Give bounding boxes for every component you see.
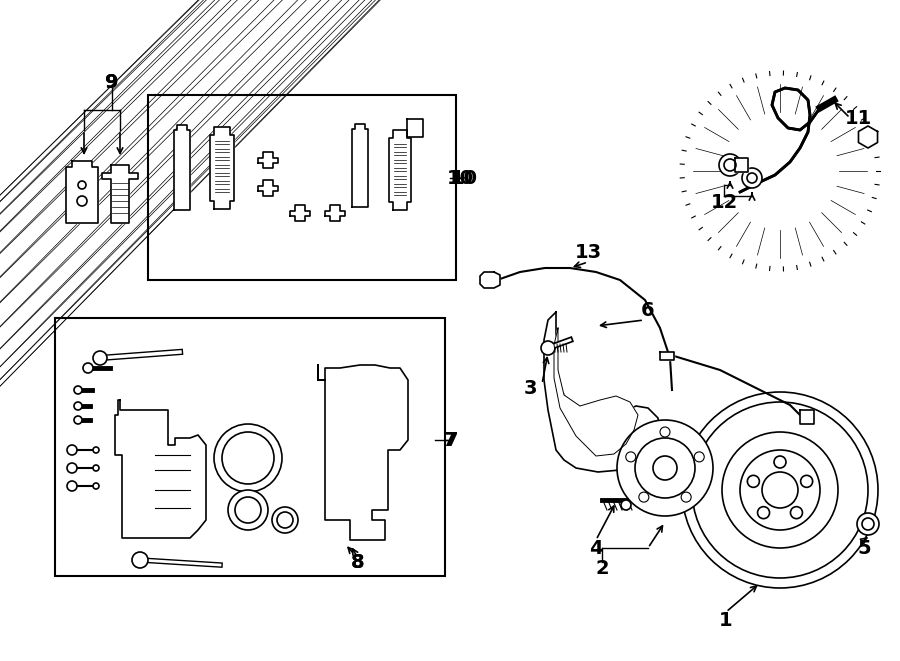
Circle shape [862,518,874,530]
Circle shape [694,452,704,462]
Circle shape [621,500,631,510]
Circle shape [692,402,868,578]
Text: 6: 6 [641,301,655,319]
Circle shape [277,512,293,528]
Circle shape [617,420,713,516]
Circle shape [681,492,691,502]
Circle shape [67,445,77,455]
Circle shape [132,552,148,568]
Polygon shape [102,165,138,223]
Circle shape [719,154,741,176]
Circle shape [67,463,77,473]
Text: 10: 10 [446,169,473,188]
Polygon shape [290,205,310,221]
Polygon shape [660,352,674,360]
Polygon shape [318,365,408,540]
Circle shape [235,497,261,523]
Circle shape [67,481,77,491]
Polygon shape [174,125,190,210]
Polygon shape [352,124,368,207]
Circle shape [93,483,99,489]
Text: 7: 7 [446,430,459,449]
Circle shape [762,472,798,508]
Polygon shape [859,126,877,148]
Polygon shape [735,158,748,172]
Text: 3: 3 [523,379,536,397]
Text: 7: 7 [443,430,456,449]
Circle shape [626,452,635,462]
Bar [55,318,445,576]
Text: 8: 8 [351,553,364,572]
Polygon shape [210,127,234,209]
Circle shape [790,506,803,519]
Circle shape [742,168,762,188]
Circle shape [801,475,813,487]
Circle shape [747,173,757,183]
Circle shape [722,432,838,548]
Circle shape [774,456,786,468]
Text: 12: 12 [710,192,738,212]
Polygon shape [554,328,638,456]
Polygon shape [325,205,345,221]
Text: 4: 4 [590,539,603,557]
Text: 11: 11 [844,108,871,128]
Circle shape [74,386,82,394]
Circle shape [747,475,760,487]
Circle shape [83,363,93,373]
Circle shape [78,181,86,189]
Text: 5: 5 [857,539,871,557]
Circle shape [214,424,282,492]
Text: 9: 9 [105,73,119,91]
Polygon shape [480,272,500,288]
Circle shape [228,490,268,530]
Circle shape [682,392,878,588]
Polygon shape [258,152,278,168]
Text: 10: 10 [451,169,478,188]
Circle shape [77,196,87,206]
Circle shape [93,351,107,365]
Circle shape [74,416,82,424]
Text: 2: 2 [595,559,608,578]
Circle shape [222,432,274,484]
Circle shape [724,159,736,171]
Circle shape [653,456,677,480]
Circle shape [272,507,298,533]
Circle shape [740,450,820,530]
Circle shape [541,341,555,355]
Circle shape [639,492,649,502]
Polygon shape [544,312,660,472]
Circle shape [857,513,879,535]
Polygon shape [258,180,278,196]
Circle shape [758,506,770,519]
Circle shape [93,447,99,453]
Polygon shape [407,119,423,137]
Polygon shape [115,400,206,538]
Polygon shape [800,410,814,424]
Polygon shape [389,130,411,210]
Bar [148,95,456,280]
Polygon shape [66,161,98,223]
Circle shape [660,427,670,437]
Circle shape [93,465,99,471]
Text: 8: 8 [351,553,364,572]
Text: 13: 13 [574,243,601,262]
Text: 9: 9 [105,73,119,91]
Circle shape [635,438,695,498]
Circle shape [74,402,82,410]
Text: 1: 1 [719,611,733,629]
